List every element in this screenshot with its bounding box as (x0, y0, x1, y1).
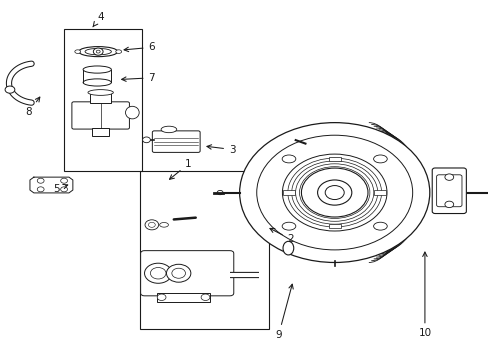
Ellipse shape (373, 155, 386, 163)
Circle shape (157, 294, 165, 301)
Circle shape (96, 50, 100, 53)
Circle shape (171, 268, 185, 278)
Circle shape (201, 294, 209, 301)
Ellipse shape (75, 50, 81, 53)
Ellipse shape (283, 241, 293, 255)
Circle shape (444, 174, 453, 180)
Text: 3: 3 (206, 144, 235, 154)
Ellipse shape (83, 79, 111, 86)
Ellipse shape (161, 126, 176, 133)
Circle shape (61, 178, 67, 183)
Circle shape (217, 190, 223, 195)
Text: 10: 10 (418, 252, 430, 338)
Circle shape (37, 187, 44, 192)
Circle shape (61, 187, 67, 192)
Circle shape (145, 220, 158, 230)
FancyBboxPatch shape (72, 102, 129, 129)
Ellipse shape (282, 222, 295, 230)
FancyBboxPatch shape (431, 168, 466, 213)
Text: 7: 7 (122, 73, 155, 83)
Bar (64, 30, 142, 171)
Bar (328, 224, 340, 228)
Circle shape (256, 135, 412, 250)
Circle shape (325, 185, 344, 199)
Polygon shape (30, 177, 73, 193)
Circle shape (166, 264, 190, 282)
Bar (283, 190, 294, 195)
FancyBboxPatch shape (141, 251, 233, 296)
FancyBboxPatch shape (436, 175, 461, 207)
Circle shape (142, 137, 150, 143)
Bar (92, 128, 109, 135)
Circle shape (93, 48, 103, 55)
Circle shape (282, 154, 386, 231)
Ellipse shape (373, 222, 386, 230)
Ellipse shape (125, 106, 139, 119)
Bar (157, 293, 210, 302)
Ellipse shape (83, 66, 111, 73)
Text: 5: 5 (53, 184, 67, 194)
Bar (90, 93, 111, 103)
Bar (140, 171, 268, 329)
Circle shape (317, 180, 351, 205)
Circle shape (148, 222, 155, 227)
Bar (328, 157, 340, 161)
Text: 1: 1 (169, 159, 191, 179)
Ellipse shape (159, 222, 168, 227)
Ellipse shape (116, 50, 122, 53)
Circle shape (239, 123, 429, 262)
Circle shape (37, 178, 44, 183)
Circle shape (301, 168, 367, 217)
Circle shape (444, 201, 453, 208)
Ellipse shape (282, 155, 295, 163)
Text: 9: 9 (275, 284, 293, 340)
Bar (374, 190, 386, 195)
Ellipse shape (88, 90, 113, 95)
Text: 4: 4 (93, 12, 104, 27)
Ellipse shape (79, 46, 118, 57)
Text: 6: 6 (124, 42, 155, 52)
FancyBboxPatch shape (152, 131, 200, 152)
Circle shape (150, 267, 165, 279)
Text: 8: 8 (25, 97, 40, 117)
Circle shape (5, 86, 15, 93)
Ellipse shape (85, 48, 111, 55)
Text: 2: 2 (269, 229, 294, 244)
Circle shape (144, 263, 171, 283)
